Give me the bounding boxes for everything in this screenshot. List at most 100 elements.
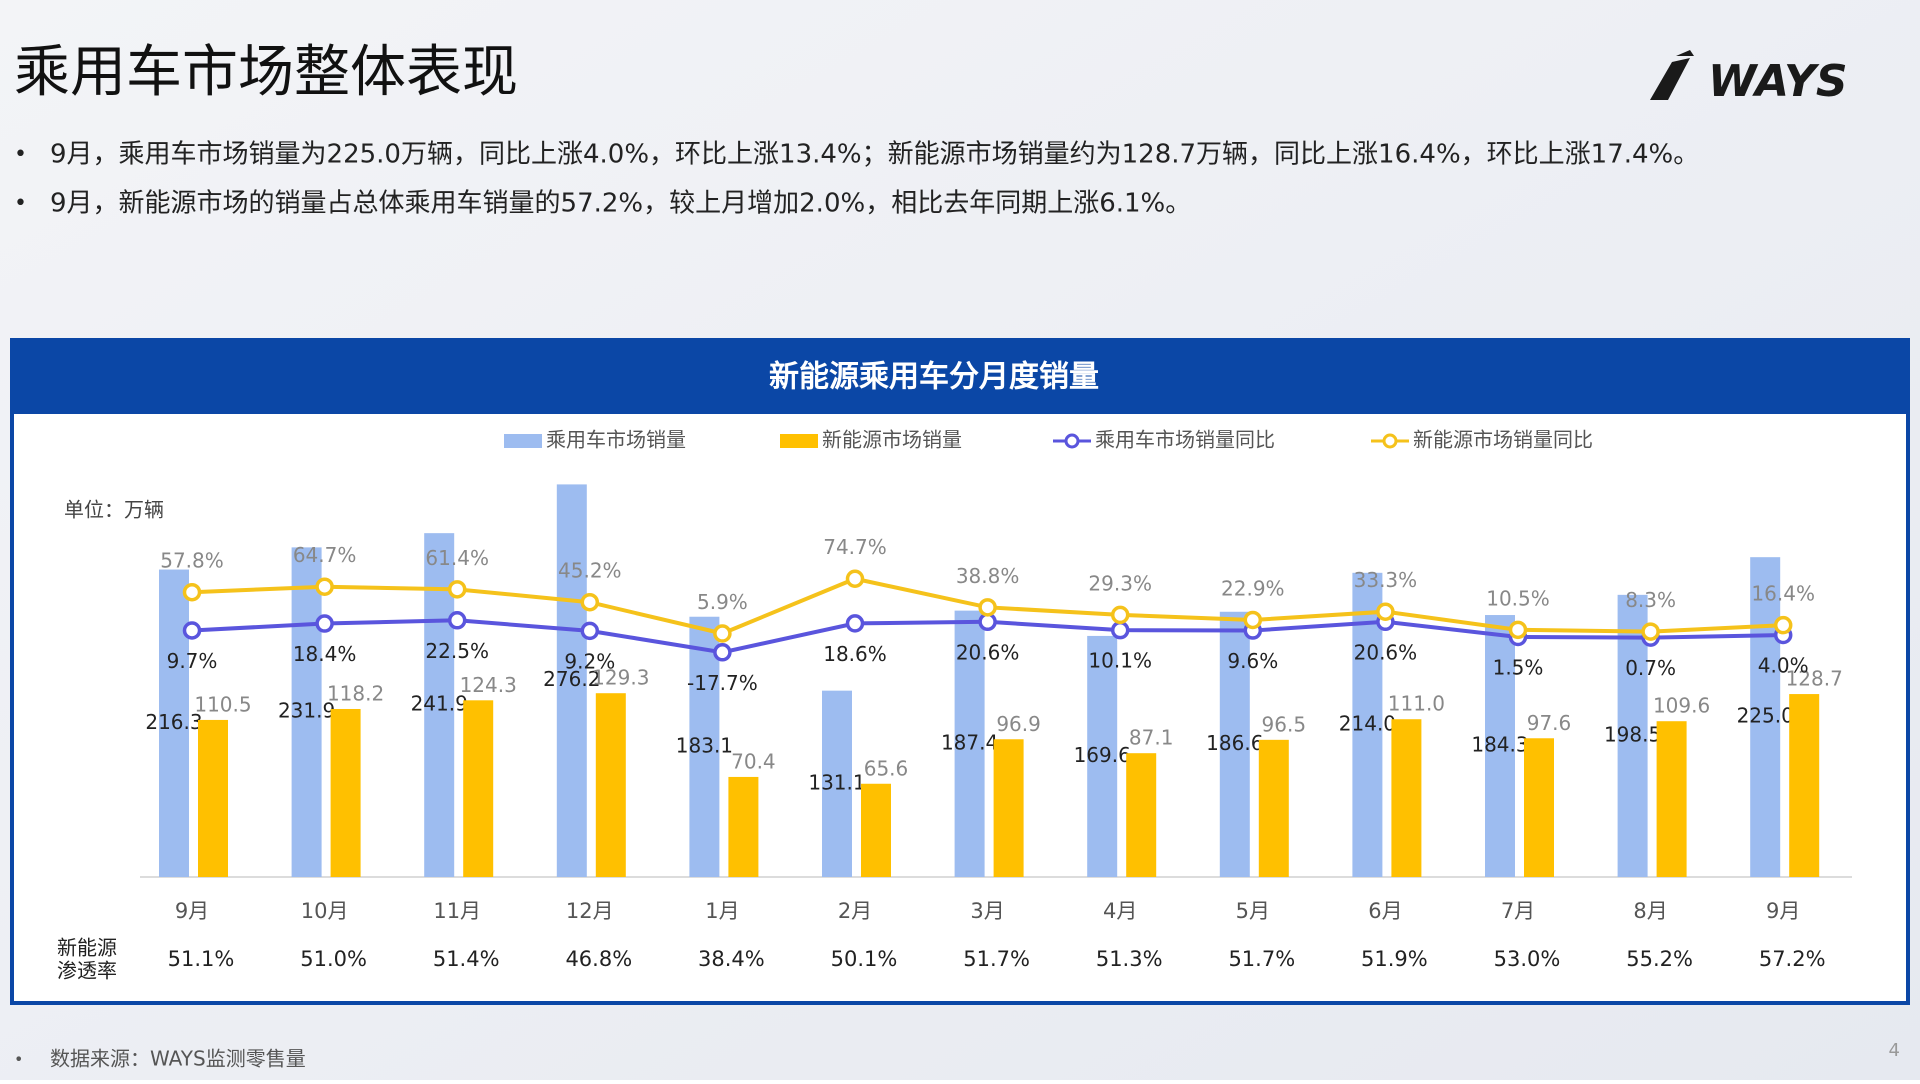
bar-value-label: 65.6 (864, 756, 909, 780)
bar-value-label: 169.6 (1074, 743, 1131, 767)
line-value-label: 33.3% (1354, 568, 1418, 592)
line-marker (315, 577, 334, 596)
penetration-value: 51.7% (963, 947, 1030, 971)
chart-header (12, 340, 1908, 414)
line-value-label: 22.9% (1221, 576, 1285, 600)
line-value-label: 61.4% (425, 546, 489, 570)
bar (198, 719, 228, 877)
line-value-label: 29.3% (1088, 571, 1152, 595)
page-number: 4 (1889, 1040, 1900, 1061)
bar-value-label: 129.3 (592, 666, 649, 690)
x-tick-label: 11月 (433, 899, 481, 923)
bar-value-label: 111.0 (1388, 692, 1445, 716)
line-marker (447, 580, 467, 599)
line-marker (845, 614, 865, 633)
penetration-value: 51.7% (1228, 947, 1295, 971)
line-marker (713, 643, 732, 662)
penetration-value: 51.3% (1096, 947, 1163, 971)
penetration-value: 51.4% (433, 947, 500, 971)
bar (728, 776, 759, 877)
bar-value-label: 184.3 (1471, 733, 1528, 757)
penetration-value: 50.1% (831, 947, 898, 971)
line-marker (580, 592, 600, 612)
line-marker (580, 621, 600, 641)
line-marker (1376, 602, 1395, 621)
line-value-label: 4.0% (1758, 654, 1809, 678)
bar-value-label: 110.5 (194, 692, 251, 716)
line-value-label: 74.7% (823, 535, 887, 559)
penetration-label: 新能源 (57, 936, 117, 960)
bar-value-label: 183.1 (676, 733, 733, 757)
bar (556, 484, 587, 877)
bar (1485, 615, 1515, 877)
line-value-label: 5.9% (697, 590, 748, 614)
line-value-label: 18.4% (293, 642, 357, 666)
logo-text: WAYS (1708, 56, 1848, 107)
bar-value-label: 124.3 (460, 673, 517, 697)
line-value-label: 16.4% (1751, 582, 1815, 606)
legend-swatch (780, 434, 818, 448)
line-marker (845, 569, 865, 588)
bar (993, 739, 1024, 877)
penetration-value: 51.9% (1361, 947, 1428, 971)
penetration-value: 53.0% (1494, 947, 1561, 971)
x-tick-label: 5月 (1236, 899, 1270, 923)
line-marker (1508, 620, 1528, 640)
bar (595, 693, 626, 877)
bar-value-label: 131.1 (808, 770, 865, 794)
line-value-label: 1.5% (1493, 656, 1544, 680)
line-value-label: 20.6% (1354, 640, 1418, 664)
bar (1126, 753, 1157, 877)
bar-value-label: 87.1 (1129, 726, 1174, 750)
bar-value-label: 109.6 (1653, 694, 1710, 718)
legend-marker (1064, 433, 1080, 449)
line-marker (1243, 610, 1263, 630)
line-marker (1641, 622, 1660, 641)
line-marker (182, 582, 202, 602)
penetration-value: 46.8% (565, 947, 632, 971)
bar (1656, 721, 1687, 877)
line-marker (1110, 620, 1130, 640)
penetration-value: 38.4% (698, 947, 765, 971)
bar-value-label: 225.0 (1737, 704, 1794, 728)
line-value-label: 9.6% (1227, 649, 1278, 673)
bar (1524, 738, 1554, 877)
bar (954, 610, 985, 877)
bar (463, 700, 494, 877)
bar (1789, 694, 1820, 877)
bar-value-label: 128.7 (1786, 667, 1843, 691)
bar-value-label: 276.2 (543, 667, 600, 691)
slide-title: 乘用车市场整体表现 (14, 40, 518, 105)
x-tick-label: 4月 (1103, 899, 1137, 923)
line-value-label: 18.6% (823, 642, 887, 666)
bar-value-label: 97.6 (1527, 711, 1572, 735)
bar-value-label: 96.5 (1262, 712, 1307, 736)
bar (1087, 635, 1118, 877)
line-value-label: 9.2% (564, 649, 615, 673)
line-marker (182, 621, 202, 640)
x-tick-label: 8月 (1633, 899, 1667, 923)
line-value-label: 0.7% (1625, 656, 1676, 680)
legend-label: 新能源市场销量同比 (1413, 428, 1593, 452)
x-tick-label: 1月 (705, 899, 739, 923)
logo: WAYS (1650, 50, 1848, 107)
bullet-marker: • (14, 1050, 23, 1069)
penetration-value: 51.0% (300, 947, 367, 971)
line-value-label: 22.5% (425, 639, 489, 663)
x-tick-label: 10月 (301, 899, 349, 923)
x-tick-label: 9月 (175, 899, 209, 923)
bar (291, 547, 322, 877)
line-value-label: 38.8% (956, 564, 1020, 588)
penetration-value: 51.1% (168, 947, 235, 971)
line-value-label: 57.8% (160, 549, 224, 573)
legend-label: 新能源市场销量 (822, 428, 962, 452)
bar (1258, 739, 1289, 877)
bar-value-label: 186.6 (1206, 731, 1263, 755)
plot: 乘用车市场销量 新能源市场销量 乘用车市场销量同比 新能源市场销量同比 216.3 231… (57, 428, 1852, 983)
bar-value-label: 118.2 (327, 681, 384, 705)
bar (1391, 719, 1422, 877)
bar (159, 569, 189, 877)
logo-icon (1650, 50, 1694, 100)
bar (1219, 611, 1250, 877)
penetration-value: 57.2% (1759, 947, 1826, 971)
